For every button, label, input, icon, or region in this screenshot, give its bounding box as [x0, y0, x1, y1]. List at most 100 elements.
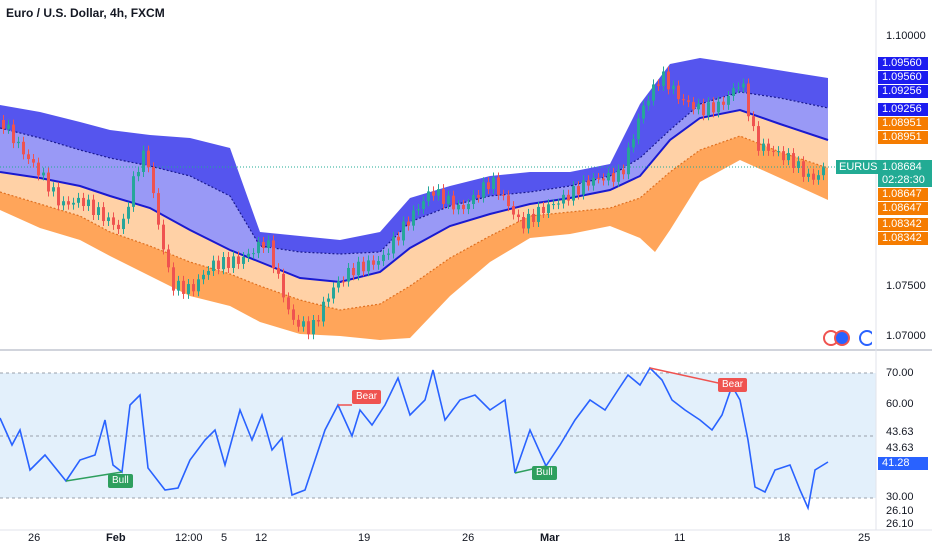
candle-body [17, 141, 20, 144]
candle-body [657, 84, 660, 86]
candle-body [37, 162, 40, 176]
candle-body [712, 102, 715, 113]
symbol-price: 1.08684 [878, 160, 932, 174]
candle-body [567, 194, 570, 201]
bear-label: Bear [352, 390, 382, 404]
candle-body [767, 143, 770, 151]
candle-body [177, 280, 180, 291]
candle-body [327, 298, 330, 302]
price-level-tag: 1.08951 [878, 117, 928, 130]
candle-body [387, 253, 390, 255]
rsi-tick: 43.63 [886, 426, 914, 438]
candle-body [242, 256, 245, 264]
candle-body [462, 204, 465, 210]
candle-body [792, 153, 795, 168]
price-level-tag: 1.09256 [878, 85, 928, 98]
candle-body [682, 99, 685, 101]
candle-body [157, 193, 160, 225]
candle-body [27, 154, 30, 160]
candle-body [262, 241, 265, 248]
candle-body [217, 260, 220, 270]
time-tick: 12 [255, 532, 268, 544]
candle-body [582, 180, 585, 195]
candle-body [732, 88, 735, 97]
candle-body [97, 207, 100, 215]
price-level-tag: 1.08647 [878, 188, 928, 201]
candle-body [497, 177, 500, 195]
candle-body [192, 284, 195, 292]
candle-body [32, 159, 35, 163]
candle-body [407, 221, 410, 226]
candle-body [472, 194, 475, 205]
candle-body [547, 204, 550, 214]
candle-body [522, 217, 525, 229]
candle-body [477, 194, 480, 198]
candle-body [2, 120, 5, 129]
candle-body [57, 187, 60, 206]
time-tick: 25 [858, 532, 871, 544]
basis-line [0, 108, 829, 284]
candle-body [87, 199, 90, 207]
price-level-tag: 1.08342 [878, 218, 928, 231]
price-tick: 1.07000 [886, 330, 926, 342]
candle-body [127, 206, 130, 219]
rsi-tick: 43.63 [886, 442, 914, 454]
candle-body [457, 204, 460, 210]
event-icons[interactable] [822, 328, 875, 353]
price-level-tag: 1.09560 [878, 71, 928, 84]
candle-body [47, 172, 50, 192]
candle-body [557, 203, 560, 205]
candle-body [437, 189, 440, 196]
candle-body [422, 201, 425, 209]
time-tick: 5 [221, 532, 228, 544]
candle-body [492, 177, 495, 189]
candle-body [82, 197, 85, 207]
candle-body [672, 85, 675, 90]
bull-label: Bull [532, 466, 557, 480]
candle-body [67, 201, 70, 205]
price-level-tag: 1.09256 [878, 103, 928, 116]
candle-body [722, 101, 725, 105]
candle-body [817, 175, 820, 180]
candle-body [257, 241, 260, 254]
candle-body [537, 206, 540, 222]
candle-body [662, 71, 665, 86]
candle-body [562, 194, 565, 204]
candle-body [647, 100, 650, 106]
candle-body [222, 257, 225, 270]
candle-body [52, 187, 55, 192]
candle-body [442, 189, 445, 204]
rsi-line [0, 366, 829, 511]
candle-body [632, 139, 635, 148]
bull-label: Bull [108, 474, 133, 488]
candle-body [542, 206, 545, 214]
candle-body [602, 178, 605, 181]
candle-body [412, 210, 415, 226]
chart-title: Euro / U.S. Dollar, 4h, FXCM [6, 6, 165, 20]
symbol-price-tag[interactable]: EURUSD 1.08684 02:28:30 [836, 160, 932, 188]
candle-body [507, 195, 510, 207]
candle-body [207, 271, 210, 275]
rsi-tick: 26.10 [886, 505, 914, 517]
candle-body [577, 186, 580, 195]
candle-body [607, 172, 610, 181]
time-tick: Feb [106, 532, 126, 544]
candle-body [342, 281, 345, 283]
candle-body [297, 319, 300, 327]
candle-body [737, 87, 740, 89]
candle-body [502, 194, 505, 196]
candle-body [12, 124, 15, 144]
candle-body [72, 202, 75, 205]
candle-body [147, 150, 150, 168]
time-tick: 12:00 [175, 532, 203, 544]
candle-body [7, 124, 10, 129]
candle-body [677, 85, 680, 100]
candle-body [417, 208, 420, 211]
rsi-current-tag: 41.28 [878, 457, 928, 470]
rsi-tick: 26.10 [886, 518, 914, 530]
candle-body [277, 268, 280, 274]
candle-body [322, 301, 325, 322]
upper-cloud-inner [0, 92, 828, 282]
candle-body [772, 150, 775, 152]
